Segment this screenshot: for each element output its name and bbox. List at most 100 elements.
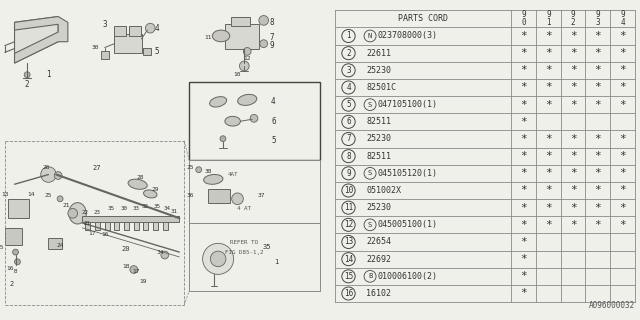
Text: PARTS CORD: PARTS CORD [398, 14, 448, 23]
FancyBboxPatch shape [231, 17, 250, 26]
FancyBboxPatch shape [105, 222, 109, 230]
Text: 82501C: 82501C [366, 83, 396, 92]
Text: *: * [545, 65, 552, 75]
Text: 16102: 16102 [366, 289, 391, 298]
Text: *: * [619, 31, 626, 41]
Text: 9
0: 9 0 [522, 10, 526, 27]
Text: 34: 34 [163, 206, 170, 211]
FancyBboxPatch shape [143, 222, 148, 230]
Text: 28: 28 [137, 175, 144, 180]
Text: *: * [619, 134, 626, 144]
Text: *: * [619, 151, 626, 161]
Text: 21: 21 [62, 203, 70, 208]
FancyBboxPatch shape [189, 223, 320, 291]
Text: 22: 22 [82, 210, 89, 215]
Text: *: * [595, 186, 601, 196]
Text: *: * [595, 83, 601, 92]
Text: 20: 20 [122, 246, 131, 252]
Text: *: * [595, 168, 601, 178]
Text: *: * [520, 289, 527, 299]
FancyBboxPatch shape [153, 222, 158, 230]
Text: 24: 24 [56, 243, 64, 248]
Text: 31: 31 [171, 209, 178, 214]
Text: 4: 4 [346, 83, 351, 92]
Text: *: * [570, 31, 577, 41]
Text: 23: 23 [93, 210, 100, 215]
Text: S: S [368, 170, 372, 176]
Text: REFER TO: REFER TO [230, 240, 259, 245]
Circle shape [243, 48, 251, 55]
Text: *: * [545, 134, 552, 144]
Text: 4AT: 4AT [227, 172, 238, 177]
Text: 29: 29 [151, 187, 159, 192]
Text: 4: 4 [155, 24, 159, 33]
Text: *: * [545, 83, 552, 92]
Text: *: * [520, 203, 527, 213]
Text: 82511: 82511 [366, 117, 391, 126]
Text: 8: 8 [269, 18, 274, 27]
FancyBboxPatch shape [5, 228, 22, 245]
Circle shape [57, 196, 63, 202]
FancyBboxPatch shape [83, 216, 179, 222]
Text: FIG D85-1,2: FIG D85-1,2 [225, 250, 264, 255]
Text: *: * [570, 134, 577, 144]
Text: *: * [545, 151, 552, 161]
Text: S: S [368, 222, 372, 228]
Text: 16: 16 [344, 289, 353, 298]
Text: *: * [520, 271, 527, 281]
Text: B: B [14, 269, 17, 274]
Text: 9
1: 9 1 [546, 10, 550, 27]
Text: N: N [368, 33, 372, 39]
Text: *: * [520, 117, 527, 127]
Text: 12: 12 [344, 220, 353, 229]
Text: 27: 27 [93, 165, 101, 171]
Text: *: * [595, 65, 601, 75]
Text: *: * [520, 100, 527, 110]
Text: *: * [545, 100, 552, 110]
Ellipse shape [212, 30, 230, 42]
Text: 14: 14 [344, 255, 353, 264]
Text: 15: 15 [0, 245, 4, 250]
Text: *: * [595, 134, 601, 144]
Text: 10: 10 [233, 72, 240, 77]
Text: 4 AT: 4 AT [237, 206, 252, 211]
Text: 18: 18 [122, 264, 130, 269]
FancyBboxPatch shape [225, 24, 259, 49]
FancyBboxPatch shape [189, 160, 320, 223]
FancyBboxPatch shape [101, 52, 109, 59]
Text: *: * [619, 65, 626, 75]
FancyBboxPatch shape [189, 83, 320, 160]
Circle shape [203, 244, 234, 274]
Text: 25230: 25230 [366, 134, 391, 143]
Circle shape [24, 72, 30, 77]
Text: 047105100(1): 047105100(1) [378, 100, 438, 109]
Text: 010006100(2): 010006100(2) [378, 272, 438, 281]
Text: 045005100(1): 045005100(1) [378, 220, 438, 229]
Text: *: * [619, 203, 626, 213]
Text: 35: 35 [154, 204, 161, 209]
Text: 30: 30 [120, 206, 127, 211]
Text: 13: 13 [1, 192, 8, 197]
Text: 7: 7 [346, 134, 351, 143]
Text: *: * [520, 83, 527, 92]
Text: *: * [570, 220, 577, 230]
Text: 9
2: 9 2 [571, 10, 575, 27]
Circle shape [161, 251, 169, 259]
Text: 25230: 25230 [366, 203, 391, 212]
Ellipse shape [143, 190, 157, 198]
Text: 32: 32 [142, 204, 149, 209]
Circle shape [220, 136, 226, 141]
Text: *: * [520, 48, 527, 58]
Ellipse shape [204, 174, 223, 184]
Circle shape [196, 167, 202, 172]
Text: 5: 5 [155, 47, 159, 56]
Text: *: * [520, 31, 527, 41]
Text: *: * [619, 186, 626, 196]
Text: 4: 4 [271, 97, 276, 106]
Text: *: * [570, 203, 577, 213]
Text: 051002X: 051002X [366, 186, 401, 195]
Text: *: * [619, 168, 626, 178]
Ellipse shape [237, 94, 257, 105]
Text: B: B [368, 273, 372, 279]
Ellipse shape [209, 97, 227, 107]
